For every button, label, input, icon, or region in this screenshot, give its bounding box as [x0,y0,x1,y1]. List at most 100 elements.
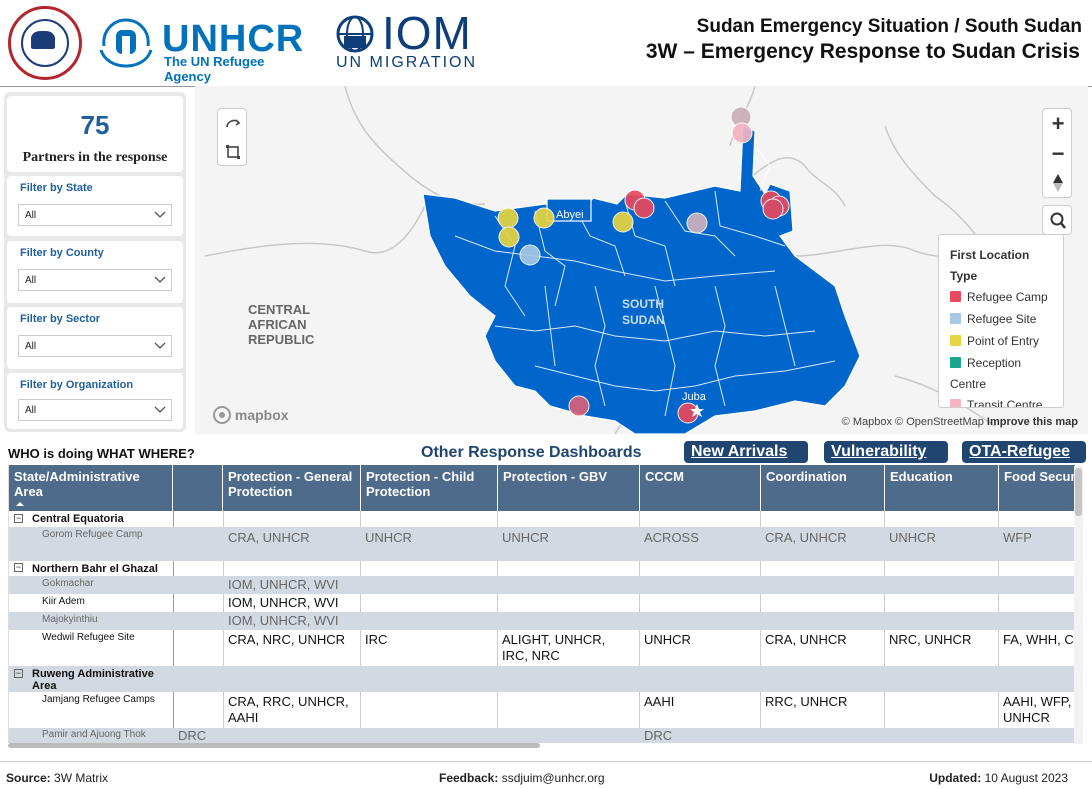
improve-map-link[interactable]: Improve this map [986,416,1078,428]
collapse-icon[interactable]: − [14,668,23,678]
legend-item-reception-centre[interactable]: Reception [950,356,1021,370]
table-cell: IOM, UNHCR, WVI [228,613,339,628]
mapbox-icon [213,406,231,424]
partners-label: Partners in the response [22,150,168,165]
mapbox-logo-text: mapbox [234,407,289,423]
table-group-row[interactable]: − Ruweng Administrative Area [9,666,1075,692]
zoom-in-button[interactable]: + [1051,111,1065,136]
filter-sector-value: All [25,341,37,352]
legend-swatch [950,335,961,346]
partners-count: 75 [80,110,110,140]
legend-label: Transit Centre [967,398,1043,408]
chevron-down-icon [154,406,166,413]
dashboard-link-ota-refugee[interactable]: OTA-Refugee [962,441,1086,463]
table-cell: IOM, UNHCR, WVI [228,595,339,610]
footer-source-label: Source: [6,771,51,785]
map-search-button[interactable] [1042,205,1072,235]
filter-sector: Filter by Sector All [7,307,183,369]
sort-asc-icon [16,502,24,506]
table-cell: DRC [178,728,207,743]
row-label: Kiir Adem [42,596,85,607]
table-cell: CRA, UNHCR [765,530,847,545]
legend-item-refugee-camp[interactable]: Refugee Camp [950,290,1048,304]
relief-rehabilitation-commission-logo [8,6,82,80]
capital-star-icon [690,404,704,417]
table-row[interactable]: Jamjang Refugee Camps CRA, RRC, UNHCR, A… [9,692,1075,728]
filter-state-select[interactable]: All [18,204,172,226]
filter-county-select[interactable]: All [18,269,172,291]
table-row[interactable]: Gokmachar IOM, UNHCR, WVI [9,576,1075,594]
column-header-education[interactable]: Education [885,465,999,511]
column-header-cccm[interactable]: CCCM [640,465,761,511]
column-header-food-security[interactable]: Food Security [999,465,1075,511]
filter-organization-value: All [25,405,37,416]
group-label: Ruweng Administrative Area [32,668,154,692]
footer-updated-label: Updated: [929,771,982,785]
zoom-out-button[interactable]: − [1051,141,1065,166]
footer: Source: 3W Matrix Feedback: ssdjuim@unhc… [0,761,1092,789]
row-label: Wedwil Refugee Site [42,632,135,643]
row-label: Gorom Refugee Camp [42,529,143,540]
legend-item-refugee-site[interactable]: Refugee Site [950,312,1036,326]
table-cell: UNHCR [502,530,549,545]
footer-feedback-email[interactable]: ssdjuim@unhcr.org [501,771,605,785]
table-group-row[interactable]: − Central Equatoria [9,511,1075,527]
filter-organization-select[interactable]: All [18,399,172,421]
legend-label: Reception [967,356,1022,370]
table-cell: CRA, UNHCR [228,530,310,545]
reset-view-icon[interactable] [224,115,242,133]
filter-county: Filter by County All [7,241,183,303]
column-header-general-protection[interactable]: Protection - General Protection [223,465,361,511]
compass-icon[interactable] [1051,173,1065,193]
table-cell: RRC, UNHCR [765,694,848,709]
table-row[interactable]: Majokyinthiu IOM, UNHCR, WVI [9,612,1075,630]
zoom-controls: + − [1042,108,1072,198]
dashboard-link-new-arrivals[interactable]: New Arrivals [684,441,808,463]
table-row[interactable]: Pamir and Ajuong Thok DRC DRC [9,728,1075,743]
table-row[interactable]: Wedwil Refugee Site CRA, NRC, UNHCR IRC … [9,630,1075,666]
filter-state-value: All [25,210,37,221]
filter-state: Filter by State All [7,176,183,236]
footer-feedback-label: Feedback: [439,771,499,785]
map-legend: First Location Type Refugee Camp Refugee… [938,234,1064,408]
legend-label: Refugee Camp [967,290,1048,304]
page-title-line2: 3W – Emergency Response to Sudan Crisis [645,40,1080,63]
map-label-car-3: REPUBLIC [248,332,315,347]
collapse-icon[interactable]: − [14,562,23,572]
filter-sector-select[interactable]: All [18,335,172,357]
table-vertical-scrollbar[interactable] [1075,468,1082,516]
filter-state-label: Filter by State [20,182,93,194]
iom-globe-icon [336,15,374,53]
row-label: Majokyinthiu [42,614,98,625]
column-header-area[interactable]: State/Administrative Area [9,465,173,511]
select-area-icon[interactable] [224,143,242,161]
mapbox-logo[interactable]: mapbox [213,406,289,424]
filter-organization: Filter by Organization All [7,373,183,429]
filter-organization-label: Filter by Organization [20,379,134,391]
dashboard-link-vulnerability[interactable]: Vulnerability [824,441,948,463]
column-header-blank[interactable] [173,465,223,511]
column-header-child-protection[interactable]: Protection - Child Protection [361,465,498,511]
legend-swatch [950,357,961,368]
table-row[interactable]: Gorom Refugee Camp CRA, UNHCR UNHCR UNHC… [9,527,1075,561]
table-horizontal-scrollbar[interactable] [8,743,540,748]
column-header-label: State/Administrative Area [14,469,140,499]
table-cell: CRA, RRC, UNHCR, AAHI [228,694,349,725]
3w-table: State/Administrative Area Protection - G… [8,465,1075,743]
who-what-where-title: WHO is doing WHAT WHERE? [8,446,195,461]
table-group-row[interactable]: − Northern Bahr el Ghazal [9,561,1075,576]
table-cell: DRC [644,728,673,743]
legend-item-point-of-entry[interactable]: Point of Entry [950,334,1039,348]
collapse-icon[interactable]: − [14,513,23,523]
column-header-coordination[interactable]: Coordination [761,465,885,511]
attribution-osm-link[interactable]: © OpenStreetMap [895,416,984,428]
table-row[interactable]: Kiir Adem IOM, UNHCR, WVI [9,594,1075,612]
table-cell: AAHI, WFP, UNHCR [1003,694,1072,725]
attribution-mapbox-link[interactable]: © Mapbox [841,416,892,428]
header: UNHCR The UN Refugee Agency IOM UN MIGRA… [0,0,1092,87]
column-header-gbv[interactable]: Protection - GBV [498,465,640,511]
map-label-car-2: AFRICAN [248,317,307,332]
map-label-south: SOUTH [622,297,664,311]
filter-sector-label: Filter by Sector [20,313,101,325]
legend-item-transit-centre[interactable]: Transit Centre [950,398,1043,408]
